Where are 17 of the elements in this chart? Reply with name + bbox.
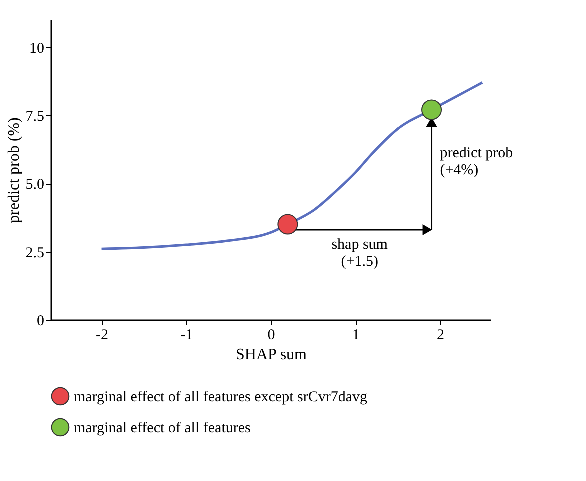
line-series — [100, 81, 484, 250]
annotation: predict prob (+4%) — [440, 145, 514, 178]
y-tick-label: 5.0 — [26, 177, 44, 194]
y-tick-label: 7.5 — [26, 108, 44, 125]
x-tick-label: 0 — [268, 328, 276, 344]
legend-label: marginal effect of all features except srCvr7davg — [74, 390, 368, 406]
y-tick-label: 0 — [37, 314, 44, 330]
x-tick-label: -1 — [180, 328, 194, 344]
x-tick-label: 1 — [352, 328, 360, 344]
x-tick-label: -2 — [96, 328, 109, 344]
annotation: shap sum (+1.5) — [332, 236, 388, 270]
x-tick-label: 2 — [436, 328, 444, 344]
y-tick-label: 10 — [30, 40, 44, 57]
y-axis-title: predict prob (%) — [6, 118, 23, 224]
x-axis-title: SHAP sum — [236, 346, 308, 364]
y-tick-label: 2.5 — [26, 245, 44, 262]
legend-label: marginal effect of all features — [74, 420, 252, 436]
